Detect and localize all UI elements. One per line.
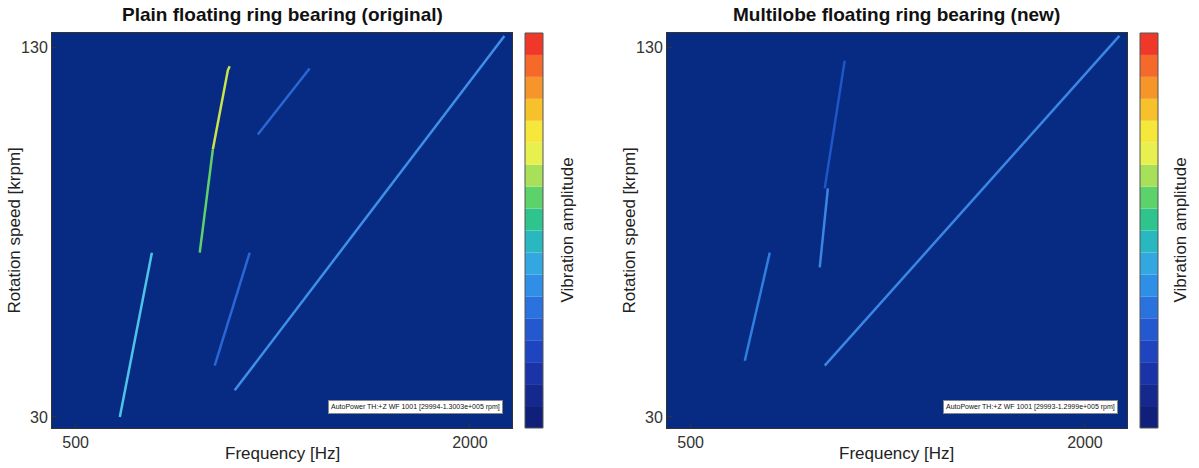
svg-text:AutoPower TH:+Z WF 1001 [29993: AutoPower TH:+Z WF 1001 [29993-1.2999e+0… [946,403,1115,411]
svg-text:30: 30 [645,409,663,426]
svg-text:500: 500 [62,434,89,451]
svg-text:Frequency [Hz]: Frequency [Hz] [839,444,954,463]
svg-text:130: 130 [21,39,48,56]
svg-text:Plain floating ring bearing (o: Plain floating ring bearing (original) [122,4,443,25]
svg-text:500: 500 [677,434,704,451]
svg-text:2000: 2000 [452,434,488,451]
svg-text:AutoPower TH:+Z WF 1001 [29994: AutoPower TH:+Z WF 1001 [29994-1.3003e+0… [331,403,500,411]
svg-text:130: 130 [636,39,663,56]
svg-text:Vibration amplitude: Vibration amplitude [558,157,577,302]
svg-text:Rotation speed [krpm]: Rotation speed [krpm] [620,147,639,313]
svg-text:Frequency [Hz]: Frequency [Hz] [225,444,340,463]
svg-text:Vibration amplitude: Vibration amplitude [1171,157,1190,302]
svg-text:Rotation speed [krpm]: Rotation speed [krpm] [5,147,24,313]
svg-text:30: 30 [30,409,48,426]
svg-text:2000: 2000 [1067,434,1103,451]
svg-text:Multilobe floating ring bearin: Multilobe floating ring bearing (new) [733,4,1060,25]
